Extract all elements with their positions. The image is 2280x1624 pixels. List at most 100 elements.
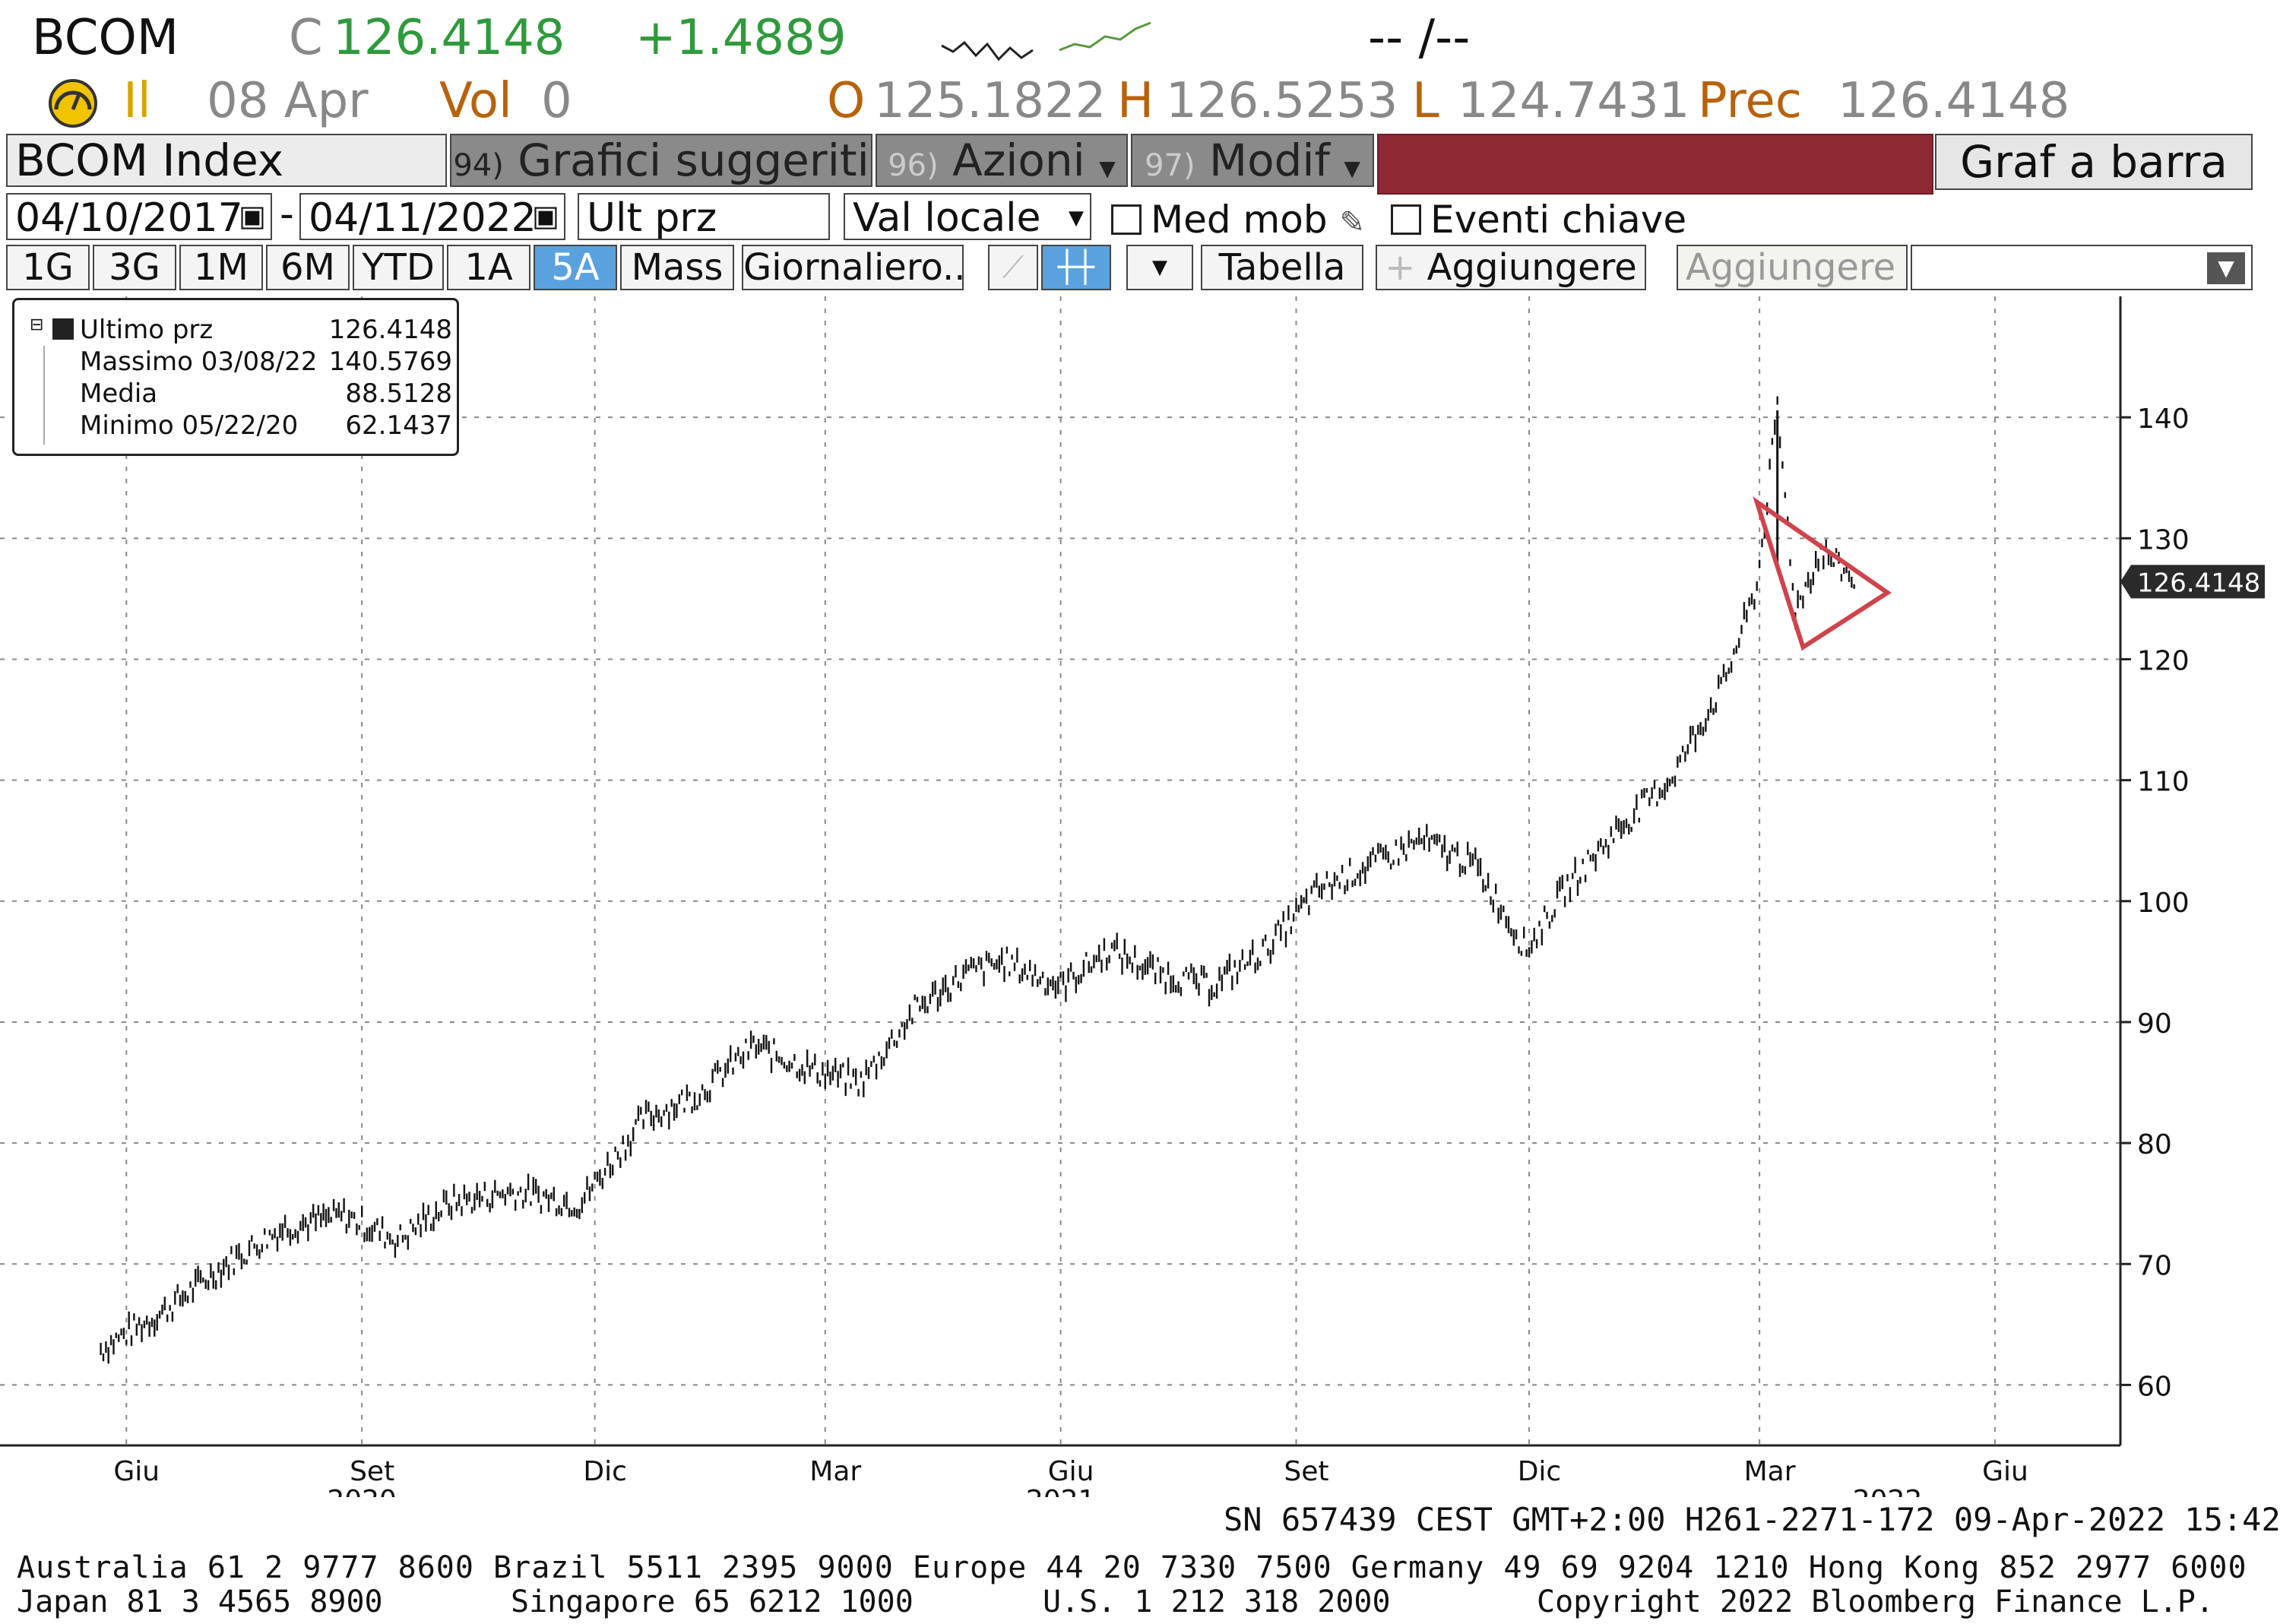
legend-value: 62.1437	[345, 410, 452, 441]
field-select[interactable]: Ult prz	[578, 193, 830, 240]
period-tab-1m[interactable]: 1M	[179, 245, 263, 290]
legend-row-avg: Media 88.5128	[80, 378, 452, 410]
high-value: 126.5253	[1166, 73, 1398, 129]
chart-legend: ⊟ Ultimo prz 126.4148 Massimo 03/08/22 1…	[12, 298, 459, 456]
last-price-marker-icon	[52, 318, 74, 340]
footer-us: U.S. 1 212 318 2000	[1043, 1584, 1391, 1619]
legend-label: Media	[80, 378, 158, 409]
prev-label: Prec	[1698, 73, 1802, 129]
calendar-icon[interactable]: ▣	[239, 199, 266, 233]
add-field-dropdown[interactable]	[1911, 245, 2253, 290]
modify-label: Modif	[1209, 135, 1330, 186]
sparkline-icon	[941, 21, 1151, 62]
il-label: Il	[123, 73, 151, 129]
x-tick-label: Set	[1284, 1456, 1328, 1487]
x-tick-label: Giu	[113, 1456, 160, 1487]
x-tick-label: Dic	[583, 1456, 627, 1487]
period-tab-6m[interactable]: 6M	[266, 245, 350, 290]
x-tick-label: Set	[350, 1456, 394, 1487]
legend-label: Ultimo prz	[80, 315, 214, 345]
start-date-input[interactable]: 04/10/2017	[6, 193, 272, 240]
legend-value: 140.5769	[328, 347, 452, 377]
security-field[interactable]: BCOM Index	[6, 134, 447, 187]
x-tick-label: Mar	[809, 1456, 861, 1487]
legend-tree-line	[43, 346, 45, 445]
footer-singapore: Singapore 65 6212 1000	[511, 1584, 914, 1619]
bar-chart-icon[interactable]: ┼┼	[1041, 245, 1111, 290]
vol-label: Vol	[439, 73, 512, 129]
legend-label: Minimo 05/22/20	[80, 410, 299, 441]
x-tick-label: Giu	[1982, 1456, 2028, 1487]
x-tick-label: Mar	[1744, 1456, 1796, 1487]
dropdown-arrow-icon[interactable]: ▼	[2207, 252, 2245, 284]
copyright: Copyright 2022 Bloomberg Finance L.P.	[1537, 1584, 2215, 1619]
add-label: Aggiungere	[1427, 246, 1637, 289]
period-tab-3g[interactable]: 3G	[93, 245, 176, 290]
period-tab-ytd[interactable]: YTD	[353, 245, 444, 290]
period-tab-mass[interactable]: Mass	[620, 245, 734, 290]
collapse-icon[interactable]: ⊟	[30, 315, 44, 334]
gauge-icon[interactable]	[46, 76, 100, 129]
x-tick-label: Dic	[1518, 1456, 1562, 1487]
chart-type-button[interactable]: Graf a barra	[1935, 134, 2253, 190]
legend-value: 126.4148	[328, 315, 452, 345]
checkbox-icon	[1391, 204, 1421, 235]
modify-menu[interactable]: 97) Modif ▼	[1131, 134, 1374, 187]
red-status-bar	[1377, 134, 1933, 195]
end-date-value: 04/11/2022	[309, 195, 537, 240]
ticker: BCOM	[32, 10, 179, 66]
date-value: 08 Apr	[207, 73, 369, 129]
legend-row-min: Minimo 05/22/20 62.1437	[80, 410, 452, 442]
price-chart: 60 70 80 90 100 110 120 130 140 Giu Set Dic Mar Giu Se…	[0, 296, 2265, 1497]
actions-num: 96)	[888, 148, 939, 183]
y-tick-label: 140	[2137, 404, 2190, 435]
footer-japan: Japan 81 3 4565 8900	[17, 1584, 383, 1619]
y-tick-label: 60	[2137, 1371, 2172, 1402]
year-label: 2022	[1853, 1485, 1923, 1497]
legend-value: 88.5128	[345, 378, 452, 409]
area-chart-icon[interactable]: ⟋	[988, 245, 1038, 290]
pencil-icon[interactable]: ✎	[1339, 205, 1365, 240]
low-label: L	[1412, 73, 1439, 129]
y-tick-label: 100	[2137, 888, 2190, 919]
moving-avg-checkbox[interactable]: Med mob ✎	[1111, 196, 1365, 246]
key-events-label: Eventi chiave	[1430, 198, 1687, 242]
suggested-charts-button[interactable]: 94) Grafici suggeriti	[450, 134, 872, 187]
change-value: +1.4889	[635, 10, 847, 66]
moving-avg-label: Med mob	[1151, 198, 1328, 242]
session-stamp: SN 657439 CEST GMT+2:00 H261-2271-172 09…	[1224, 1501, 2280, 1538]
y-tick-label: 70	[2137, 1250, 2172, 1281]
legend-row-last: Ultimo prz 126.4148	[80, 314, 452, 346]
footer-contacts: Australia 61 2 9777 8600 Brazil 5511 239…	[17, 1550, 2247, 1585]
y-tick-label: 130	[2137, 524, 2190, 556]
frequency-select[interactable]: Giornaliero...	[742, 245, 964, 290]
open-label: O	[827, 73, 866, 129]
chevron-down-icon: ▼	[1099, 156, 1116, 181]
legend-label: Massimo 03/08/22	[80, 347, 318, 377]
year-label: 2021	[1026, 1485, 1096, 1497]
key-events-checkbox[interactable]: Eventi chiave	[1391, 196, 1686, 243]
period-tab-1g[interactable]: 1G	[6, 245, 90, 290]
actions-menu[interactable]: 96) Azioni ▼	[876, 134, 1128, 187]
table-button[interactable]: Tabella	[1201, 245, 1363, 290]
calendar-icon[interactable]: ▣	[532, 199, 559, 233]
open-value: 125.1822	[874, 73, 1107, 129]
chevron-down-icon[interactable]: ▼	[1126, 245, 1193, 290]
legend-row-max: Massimo 03/08/22 140.5769	[80, 346, 452, 378]
y-tick-label: 90	[2137, 1008, 2172, 1040]
y-tick-label: 110	[2137, 767, 2190, 798]
suggested-label: Grafici suggeriti	[518, 135, 869, 186]
year-label: 2020	[327, 1485, 397, 1497]
period-tab-5a[interactable]: 5A	[534, 245, 617, 290]
add-button[interactable]: + Aggiungere ▼	[1376, 245, 1646, 290]
high-label: H	[1117, 73, 1154, 129]
end-date-input[interactable]: 04/11/2022	[299, 193, 565, 240]
low-value: 124.7431	[1458, 73, 1690, 129]
vol-value: 0	[541, 73, 572, 129]
period-tab-1a[interactable]: 1A	[447, 245, 530, 290]
currency-select[interactable]: Val locale ▼	[844, 193, 1091, 240]
close-label: C	[289, 10, 323, 66]
add-field-input[interactable]: Aggiungere c	[1677, 245, 1908, 290]
price-bars	[100, 396, 1855, 1364]
currency-value: Val locale	[853, 195, 1041, 240]
